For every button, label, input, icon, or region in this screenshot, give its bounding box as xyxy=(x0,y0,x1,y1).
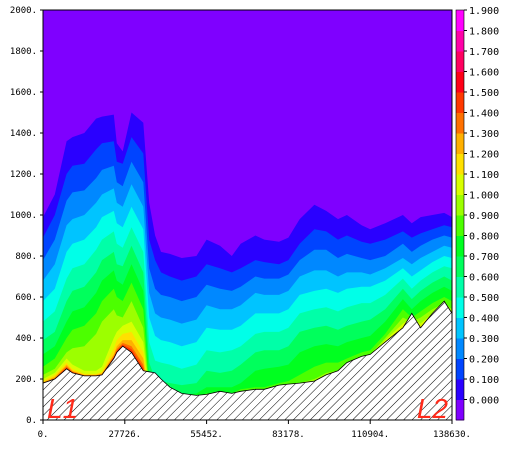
colorbar-swatch xyxy=(456,10,464,31)
marker-label-l2: L2 xyxy=(417,393,449,424)
x-tick-label: 138630. xyxy=(433,430,471,440)
y-tick-label: 600. xyxy=(15,293,37,303)
colorbar-label: 0.700 xyxy=(469,252,499,263)
colorbar-label: 1.500 xyxy=(469,88,499,99)
plot-area xyxy=(43,10,452,420)
colorbar-label: 1.100 xyxy=(469,170,499,181)
colorbar-swatch xyxy=(456,317,464,339)
colorbar-label: 1.200 xyxy=(469,150,499,161)
y-tick-label: 1800. xyxy=(10,47,37,57)
terrain-area xyxy=(43,300,452,420)
colorbar-label: 1.400 xyxy=(469,109,499,120)
colorbar-swatch xyxy=(456,51,464,72)
colorbar-swatch xyxy=(456,235,464,257)
colorbar: 0.000 0.100 0.200 0.300 0.400 0.500 0.600 0.700… xyxy=(455,6,499,421)
colorbar-label: 0.000 xyxy=(469,396,499,407)
colorbar-swatch xyxy=(456,358,464,380)
colorbar-swatch xyxy=(456,174,464,195)
colorbar-label: 0.900 xyxy=(469,211,499,222)
y-tick-label: 400. xyxy=(15,334,37,344)
colorbar-label: 0.600 xyxy=(469,273,499,284)
colorbar-swatch xyxy=(456,276,464,298)
y-tick-label: 1200. xyxy=(10,170,37,180)
colorbar-swatch xyxy=(456,215,464,236)
colorbar-label: 1.000 xyxy=(469,191,499,202)
x-tick-label: 83178. xyxy=(272,430,305,440)
colorbar-swatch xyxy=(456,133,464,154)
colorbar-swatch xyxy=(456,92,464,113)
y-axis: 0. 200. 400. 600. 800. 1000. 1200. 1400. 1600. 18… xyxy=(10,6,43,426)
colorbar-label: 1.600 xyxy=(469,68,499,79)
y-tick-label: 1400. xyxy=(10,129,37,139)
colorbar-swatch xyxy=(456,256,464,277)
x-tick-label: 0. xyxy=(38,430,49,440)
colorbar-swatch xyxy=(456,194,464,216)
y-tick-label: 1000. xyxy=(10,211,37,221)
colorbar-swatch xyxy=(456,112,464,134)
colorbar-swatch xyxy=(456,297,464,318)
marker-layer: L1 L2 xyxy=(47,393,448,424)
y-tick-label: 2000. xyxy=(10,6,37,16)
x-axis: 0. 27726. 55452. 83178. 110904. 138630. xyxy=(38,420,471,440)
colorbar-swatch xyxy=(456,30,464,52)
colorbar-label: 0.200 xyxy=(469,355,499,366)
colorbar-label: 1.300 xyxy=(469,129,499,140)
x-tick-label: 27726. xyxy=(109,430,142,440)
colorbar-label: 0.500 xyxy=(469,293,499,304)
colorbar-swatch xyxy=(456,338,464,359)
colorbar-label: 1.900 xyxy=(469,6,499,17)
colorbar-label: 0.800 xyxy=(469,232,499,243)
colorbar-swatch xyxy=(456,379,464,400)
y-tick-label: 1600. xyxy=(10,88,37,98)
y-tick-label: 0. xyxy=(26,416,37,426)
y-tick-label: 800. xyxy=(15,252,37,262)
colorbar-swatch xyxy=(456,399,464,421)
colorbar-label: 1.700 xyxy=(469,47,499,58)
y-tick-label: 200. xyxy=(15,375,37,385)
x-tick-label: 110904. xyxy=(351,430,389,440)
colorbar-label: 0.300 xyxy=(469,334,499,345)
x-tick-label: 55452. xyxy=(190,430,223,440)
colorbar-swatch xyxy=(456,153,464,175)
colorbar-label: 1.800 xyxy=(469,27,499,38)
colorbar-swatch xyxy=(456,71,464,93)
colorbar-label: 0.400 xyxy=(469,314,499,325)
marker-label-l1: L1 xyxy=(47,393,78,424)
colorbar-label: 0.100 xyxy=(469,375,499,386)
